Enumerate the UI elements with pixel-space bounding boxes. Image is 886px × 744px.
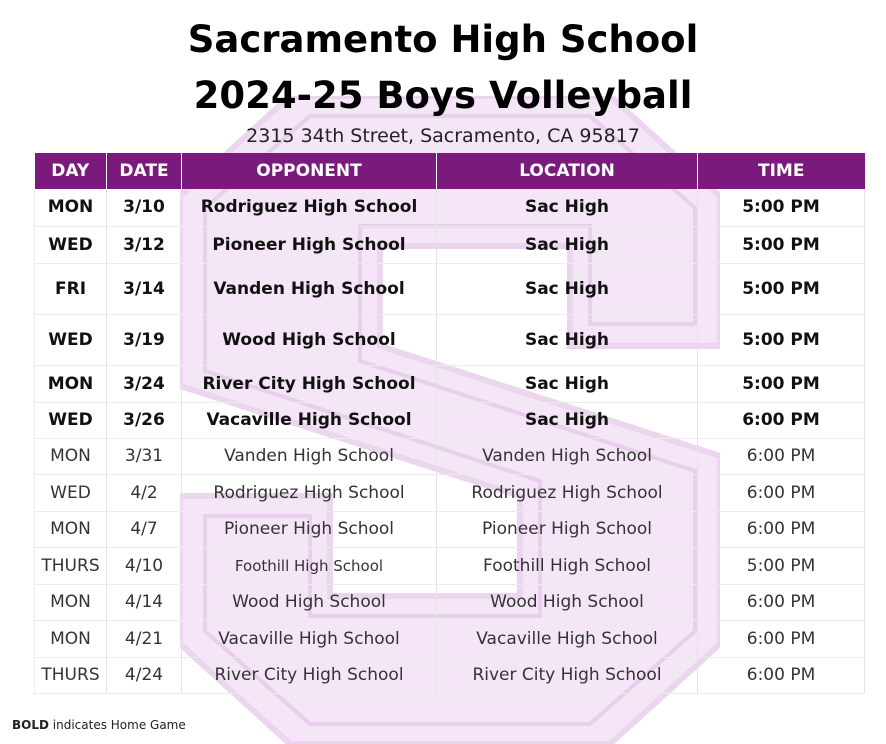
day-cell: WED — [34, 402, 107, 439]
time-cell: 5:00 PM — [697, 365, 865, 403]
time-cell: 6:00 PM — [697, 620, 865, 658]
table-row: MON 3/24 River City High School Sac High… — [34, 365, 865, 403]
table-row: FRI 3/14 Vanden High School Sac High 5:0… — [34, 263, 865, 315]
time-cell: 5:00 PM — [697, 547, 865, 585]
date-cell: 3/10 — [106, 189, 182, 227]
table-row: WED 3/12 Pioneer High School Sac High 5:… — [34, 226, 865, 264]
table-row: MON 4/7 Pioneer High School Pioneer High… — [34, 511, 865, 548]
table-row: THURS 4/24 River City High School River … — [34, 657, 865, 694]
table-row: MON 4/21 Vacaville High School Vacaville… — [34, 620, 865, 658]
date-cell: 3/24 — [106, 365, 182, 403]
location-cell: Wood High School — [436, 584, 698, 621]
opponent-cell: Wood High School — [181, 314, 437, 366]
day-cell: MON — [34, 438, 107, 475]
home-game-legend: BOLD indicates Home Game — [12, 718, 186, 732]
date-cell: 4/14 — [106, 584, 182, 621]
table-row: WED 4/2 Rodriguez High School Rodriguez … — [34, 474, 865, 512]
school-name: Sacramento High School — [187, 18, 699, 61]
time-cell: 5:00 PM — [697, 189, 865, 227]
opponent-cell: Vanden High School — [181, 438, 437, 475]
time-cell: 5:00 PM — [697, 314, 865, 366]
day-cell: MON — [34, 189, 107, 227]
location-cell: Vanden High School — [436, 438, 698, 475]
day-cell: WED — [34, 226, 107, 264]
opponent-cell: River City High School — [181, 657, 437, 694]
date-cell: 3/14 — [106, 263, 182, 315]
opponent-cell: Pioneer High School — [181, 226, 437, 264]
opponent-cell: River City High School — [181, 365, 437, 403]
location-cell: Sac High — [436, 402, 698, 439]
column-header-time: TIME — [697, 153, 865, 189]
date-cell: 3/26 — [106, 402, 182, 439]
date-cell: 3/12 — [106, 226, 182, 264]
opponent-cell: Pioneer High School — [181, 511, 437, 548]
time-cell: 6:00 PM — [697, 657, 865, 694]
table-header-row: DAY DATE OPPONENT LOCATION TIME — [34, 153, 865, 189]
location-cell: Sac High — [436, 263, 698, 315]
school-address: 2315 34th Street, Sacramento, CA 95817 — [246, 125, 640, 147]
location-cell: Sac High — [436, 365, 698, 403]
date-cell: 4/2 — [106, 474, 182, 512]
time-cell: 5:00 PM — [697, 226, 865, 264]
column-header-day: DAY — [34, 153, 107, 189]
date-cell: 4/24 — [106, 657, 182, 694]
opponent-cell: Vacaville High School — [181, 620, 437, 658]
table-row: MON 4/14 Wood High School Wood High Scho… — [34, 584, 865, 621]
location-cell: Rodriguez High School — [436, 474, 698, 512]
time-cell: 6:00 PM — [697, 474, 865, 512]
day-cell: MON — [34, 584, 107, 621]
location-cell: Pioneer High School — [436, 511, 698, 548]
time-cell: 6:00 PM — [697, 402, 865, 439]
location-cell: Vacaville High School — [436, 620, 698, 658]
day-cell: THURS — [34, 547, 107, 585]
location-cell: River City High School — [436, 657, 698, 694]
column-header-location: LOCATION — [436, 153, 698, 189]
opponent-cell: Rodriguez High School — [181, 189, 437, 227]
location-cell: Sac High — [436, 314, 698, 366]
day-cell: MON — [34, 365, 107, 403]
season-title: 2024-25 Boys Volleyball — [193, 74, 693, 117]
time-cell: 6:00 PM — [697, 438, 865, 475]
time-cell: 6:00 PM — [697, 511, 865, 548]
day-cell: WED — [34, 474, 107, 512]
schedule-table: DAY DATE OPPONENT LOCATION TIME MON 3/10… — [34, 153, 865, 694]
location-cell: Sac High — [436, 226, 698, 264]
date-cell: 4/7 — [106, 511, 182, 548]
opponent-cell: Wood High School — [181, 584, 437, 621]
table-row: MON 3/10 Rodriguez High School Sac High … — [34, 189, 865, 227]
opponent-cell: Foothill High School — [181, 547, 437, 585]
day-cell: THURS — [34, 657, 107, 694]
date-cell: 4/21 — [106, 620, 182, 658]
table-row: MON 3/31 Vanden High School Vanden High … — [34, 438, 865, 475]
location-cell: Foothill High School — [436, 547, 698, 585]
location-cell: Sac High — [436, 189, 698, 227]
table-row: THURS 4/10 Foothill High School Foothill… — [34, 547, 865, 585]
opponent-cell: Rodriguez High School — [181, 474, 437, 512]
table-row: WED 3/26 Vacaville High School Sac High … — [34, 402, 865, 439]
time-cell: 6:00 PM — [697, 584, 865, 621]
date-cell: 3/19 — [106, 314, 182, 366]
day-cell: MON — [34, 620, 107, 658]
time-cell: 5:00 PM — [697, 263, 865, 315]
legend-text: indicates Home Game — [48, 718, 186, 732]
day-cell: MON — [34, 511, 107, 548]
date-cell: 3/31 — [106, 438, 182, 475]
legend-bold-word: BOLD — [12, 718, 49, 732]
day-cell: FRI — [34, 263, 107, 315]
column-header-date: DATE — [106, 153, 182, 189]
day-cell: WED — [34, 314, 107, 366]
opponent-cell: Vacaville High School — [181, 402, 437, 439]
date-cell: 4/10 — [106, 547, 182, 585]
opponent-cell: Vanden High School — [181, 263, 437, 315]
column-header-opponent: OPPONENT — [181, 153, 437, 189]
table-row: WED 3/19 Wood High School Sac High 5:00 … — [34, 314, 865, 366]
